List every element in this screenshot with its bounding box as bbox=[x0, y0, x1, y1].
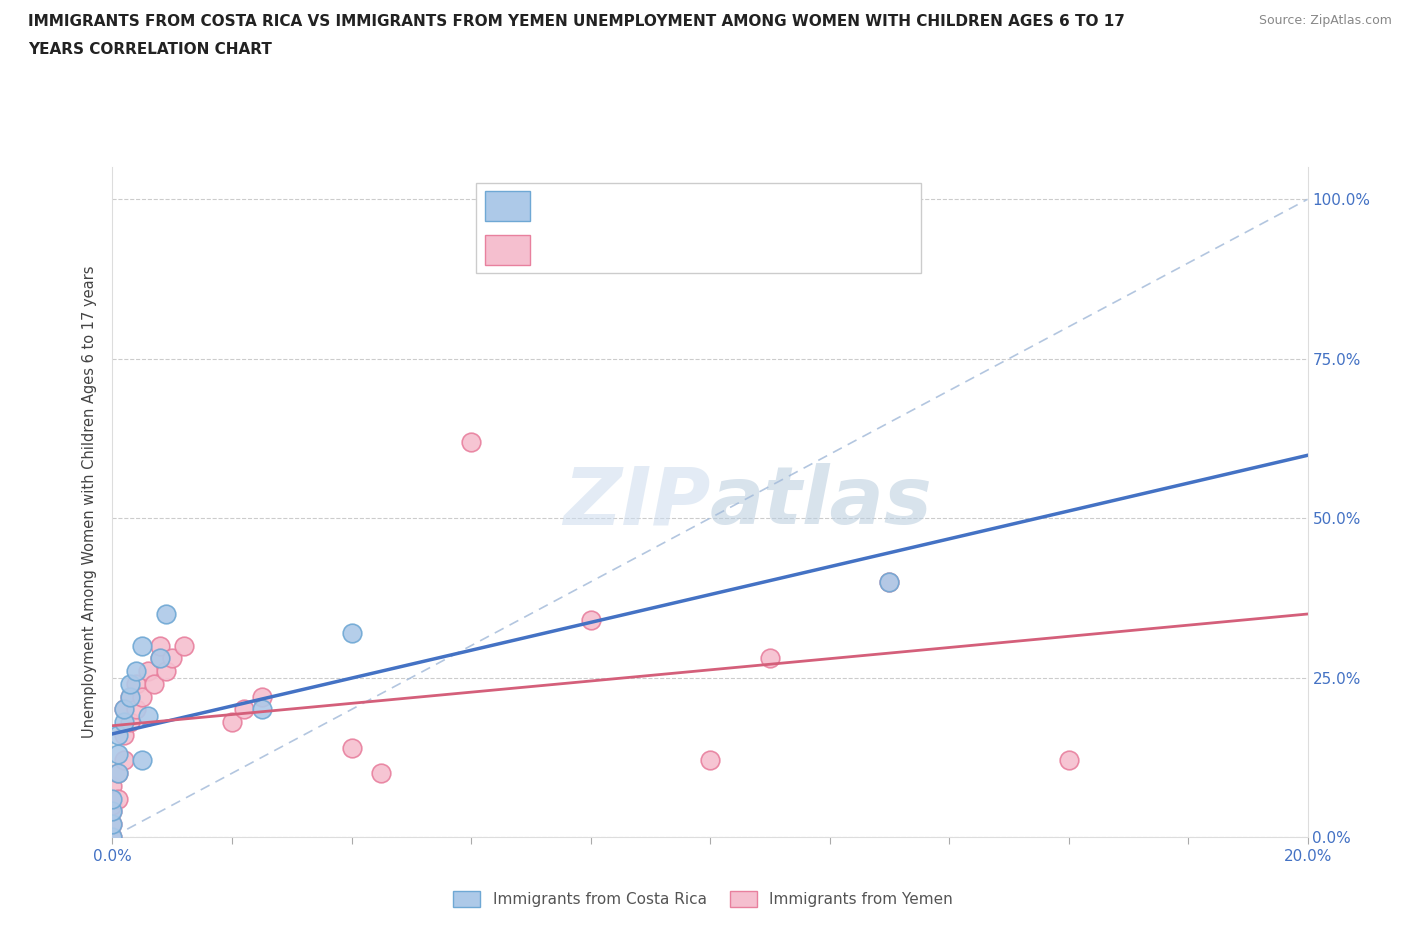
Point bbox=[149, 651, 172, 666]
Point bbox=[114, 702, 135, 717]
Point bbox=[232, 702, 256, 717]
Point bbox=[120, 689, 142, 704]
Point bbox=[125, 676, 148, 691]
Point bbox=[107, 791, 129, 806]
Point bbox=[101, 798, 124, 813]
Text: ZIP: ZIP bbox=[562, 463, 710, 541]
Point bbox=[101, 791, 124, 806]
Point bbox=[120, 676, 142, 691]
Point bbox=[250, 702, 273, 717]
Point bbox=[877, 575, 901, 590]
Point bbox=[138, 709, 160, 724]
Point bbox=[101, 804, 124, 819]
Text: Source: ZipAtlas.com: Source: ZipAtlas.com bbox=[1258, 14, 1392, 27]
Point bbox=[114, 753, 135, 768]
Point bbox=[101, 804, 124, 819]
Point bbox=[114, 727, 135, 742]
Point bbox=[114, 715, 135, 730]
Point bbox=[699, 753, 721, 768]
Point bbox=[877, 575, 901, 590]
Point bbox=[120, 689, 142, 704]
Point bbox=[107, 765, 129, 780]
Point bbox=[162, 651, 183, 666]
Point bbox=[759, 651, 782, 666]
Point bbox=[131, 689, 153, 704]
Point bbox=[143, 676, 166, 691]
Y-axis label: Unemployment Among Women with Children Ages 6 to 17 years: Unemployment Among Women with Children A… bbox=[82, 266, 97, 738]
Point bbox=[149, 638, 172, 653]
Point bbox=[340, 740, 363, 755]
Point bbox=[120, 715, 142, 730]
Point bbox=[155, 606, 177, 621]
Point bbox=[340, 626, 363, 641]
Point bbox=[460, 434, 482, 449]
Point bbox=[101, 830, 124, 844]
Point bbox=[155, 664, 177, 679]
Point bbox=[138, 664, 160, 679]
Point bbox=[107, 765, 129, 780]
Point bbox=[101, 830, 124, 844]
Point bbox=[131, 638, 153, 653]
Text: YEARS CORRELATION CHART: YEARS CORRELATION CHART bbox=[28, 42, 271, 57]
Point bbox=[101, 817, 124, 831]
Point bbox=[107, 727, 129, 742]
Point bbox=[125, 664, 148, 679]
Point bbox=[221, 715, 243, 730]
Point bbox=[101, 778, 124, 793]
Point bbox=[250, 689, 273, 704]
Point bbox=[1057, 753, 1080, 768]
Point bbox=[370, 765, 392, 780]
Text: atlas: atlas bbox=[710, 463, 932, 541]
Point bbox=[131, 753, 153, 768]
Point bbox=[173, 638, 195, 653]
Point bbox=[107, 747, 129, 762]
Point bbox=[114, 702, 135, 717]
Legend: Immigrants from Costa Rica, Immigrants from Yemen: Immigrants from Costa Rica, Immigrants f… bbox=[447, 884, 959, 913]
Point bbox=[101, 817, 124, 831]
Point bbox=[579, 613, 602, 628]
Text: IMMIGRANTS FROM COSTA RICA VS IMMIGRANTS FROM YEMEN UNEMPLOYMENT AMONG WOMEN WIT: IMMIGRANTS FROM COSTA RICA VS IMMIGRANTS… bbox=[28, 14, 1125, 29]
Point bbox=[125, 702, 148, 717]
Point bbox=[149, 651, 172, 666]
